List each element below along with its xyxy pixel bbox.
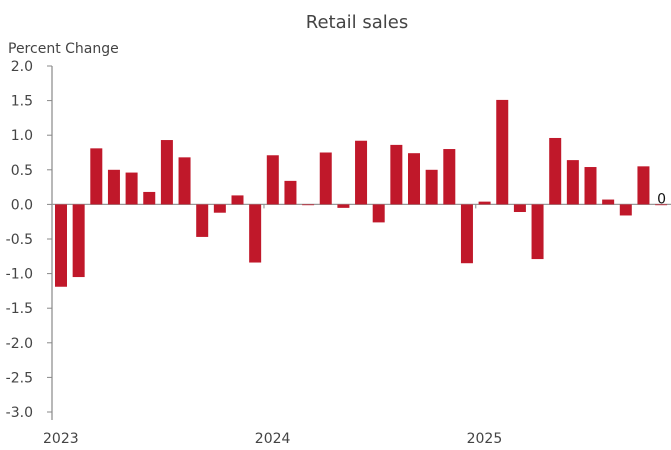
y-tick-label: 1.5: [11, 94, 33, 110]
bar-2023-03: [90, 148, 103, 205]
bar-2024-06: [355, 140, 368, 205]
chart-title: Retail sales: [306, 12, 408, 33]
bar-2024-04: [319, 152, 332, 205]
bar-2023-09: [196, 204, 209, 237]
bar-2025-02: [496, 99, 509, 205]
bar-2024-11: [443, 149, 456, 205]
bar-2024-10: [425, 169, 438, 205]
bar-2025-09: [619, 204, 632, 216]
bar-2023-08: [178, 157, 191, 205]
data-label: 0: [657, 191, 666, 207]
bar-2024-01: [266, 155, 279, 205]
bar-2025-05: [549, 137, 562, 205]
bar-2025-06: [566, 160, 579, 205]
bar-2023-01: [55, 204, 67, 287]
y-tick-label: -1.0: [6, 267, 33, 283]
bar-2024-02: [284, 180, 297, 205]
bar-2024-09: [408, 153, 420, 205]
x-tick-label: 2025: [467, 431, 503, 447]
bar-2025-08: [602, 199, 615, 205]
y-tick-label: 0.0: [11, 197, 33, 213]
bar-2025-04: [531, 204, 544, 260]
bar-2024-03: [302, 204, 315, 206]
y-tick-label: -2.5: [6, 370, 33, 386]
bar-2023-05: [125, 172, 138, 205]
bar-2023-04: [107, 169, 120, 205]
bar-2023-02: [72, 204, 85, 278]
y-tick-label: -0.5: [6, 232, 33, 248]
bar-2025-10: [637, 166, 650, 205]
y-tick-label: -1.5: [6, 301, 33, 317]
bar-2024-07: [372, 204, 385, 223]
y-tick-label: 2.0: [11, 59, 33, 75]
y-axis-label: Percent Change: [8, 41, 119, 57]
y-tick-label: -3.0: [6, 405, 33, 421]
x-tick-label: 2023: [43, 431, 79, 447]
bar-2025-07: [584, 167, 597, 205]
bar-2024-08: [390, 144, 403, 205]
y-tick-label: 1.0: [11, 128, 33, 144]
x-tick-label: 2024: [255, 431, 291, 447]
bar-2024-12: [460, 204, 473, 264]
bar-2023-12: [249, 204, 262, 263]
bar-2025-03: [513, 204, 526, 213]
bar-2023-10: [213, 204, 226, 213]
bar-2023-07: [160, 140, 173, 205]
y-tick-label: 0.5: [11, 163, 33, 179]
bar-2025-01: [478, 201, 491, 205]
bar-2025-11: [655, 204, 668, 206]
bar-2023-06: [143, 191, 156, 205]
bar-2024-05: [337, 204, 350, 208]
y-tick-label: -2.0: [6, 336, 33, 352]
bar-2023-11: [231, 195, 244, 205]
